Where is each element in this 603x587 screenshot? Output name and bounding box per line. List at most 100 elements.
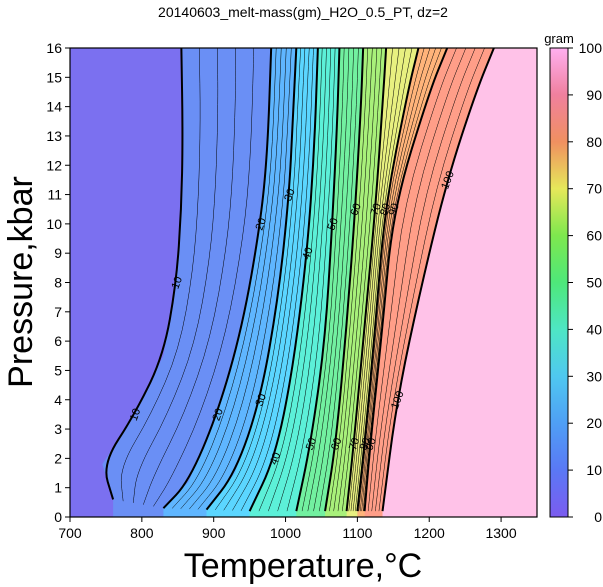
melt-band [357,48,448,517]
y-tick-label: 10 [46,216,62,232]
melt-band [249,48,340,517]
y-tick-label: 1 [54,480,62,496]
minor-contour [342,48,382,512]
colorbar-tick-label: 80 [586,134,602,150]
minor-contour [371,48,467,512]
melt-band [382,48,537,517]
y-tick-label: 2 [54,450,62,466]
contour-label-text: 40 [268,451,283,467]
colorbar-tick-label: 50 [586,275,602,291]
contour-label-text: 50 [304,436,319,452]
colorbar-tick-label: 60 [586,228,602,244]
contour-label-text: 80 [358,436,373,452]
contour-label-50: 50 [304,436,319,452]
minor-contour [360,48,431,512]
x-tick-label: 1300 [485,525,516,541]
minor-contour [367,48,457,512]
contour-80 [356,48,420,512]
contour-label-10: 10 [170,275,185,291]
minor-contour [301,48,345,512]
contour-label-50: 50 [325,216,340,232]
contour-label-text: 10 [170,275,185,291]
minor-contour [348,48,393,512]
minor-contour [268,48,327,512]
minor-contour [132,48,219,503]
minor-contour [240,48,314,511]
x-tick-label: 900 [202,525,226,541]
x-tick-label: 1000 [270,525,301,541]
colorbar-gradient [549,47,569,518]
colorbar: gram 0 10 20 30 40 50 60 70 80 90 100 [544,31,602,525]
colorbar-tick-label: 90 [586,87,602,103]
contour-label-20: 20 [210,407,225,423]
contour-50 [295,48,341,512]
melt-band [346,48,419,517]
contour-label-text: 20 [210,407,225,423]
minor-contour [286,48,336,512]
y-tick-label: 12 [46,157,62,173]
colorbar-tick-label: 0 [594,509,602,525]
contour-label-60: 60 [348,202,363,218]
melt-band [70,48,183,517]
minor-contour [223,48,306,511]
minor-contour [337,48,378,512]
colorbar-unit: gram [544,31,574,46]
contour-60 [324,48,365,512]
colorbar-ticks: 0 10 20 30 40 50 60 70 80 90 100 [568,40,602,525]
contour-10 [105,48,184,500]
contour-lines [105,48,495,512]
melt-band [206,48,318,517]
y-tick-label: 13 [46,128,62,144]
colorbar-tick-label: 70 [586,181,602,197]
contour-label-90: 90 [364,436,379,452]
y-tick-label: 8 [54,275,62,291]
contour-70 [345,48,388,512]
contour-label-90: 90 [387,202,402,218]
contour-label-text: 70 [347,436,362,452]
minor-contour [354,48,413,512]
y-tick-label: 5 [54,362,62,378]
minor-contour [214,48,301,511]
y-tick-label: 3 [54,421,62,437]
colorbar-tick-label: 40 [586,321,602,337]
x-tick-label: 1100 [342,525,372,541]
contour-labels: 1010202030304040505060607070808090901001… [128,170,457,467]
y-tick-label: 0 [54,509,62,525]
minor-contour [361,48,436,512]
melt-band [102,48,272,517]
contour-label-text: 70 [369,202,384,218]
colorbar-tick-label: 30 [586,368,602,384]
contour-label-text: 90 [387,202,402,218]
minor-contour [319,48,359,512]
contour-label-text: 10 [128,407,143,423]
y-tick-label: 7 [54,304,62,320]
minor-contour [378,48,485,512]
minor-contour [171,48,277,509]
minor-contour [189,48,287,510]
contour-label-30: 30 [282,187,297,203]
contour-label-text: 20 [254,216,269,232]
contour-label-70: 70 [369,202,384,218]
contour-label-60: 60 [329,436,344,452]
contour-label-text: 60 [329,436,344,452]
minor-contour [350,48,400,512]
minor-contour [180,48,282,509]
x-tick-label: 800 [130,525,154,541]
contour-label-80: 80 [378,202,393,218]
minor-contour [197,48,292,510]
y-tick-label: 16 [46,40,62,56]
contour-label-text: 90 [364,436,379,452]
minor-contour [313,48,354,512]
melt-band [163,48,297,517]
contour-label-80: 80 [358,436,373,452]
contour-20 [162,48,273,509]
contour-label-40: 40 [300,246,315,262]
x-axis-ticks: 700 800 900 1000 1100 1200 1300 [58,517,517,541]
x-tick-label: 700 [58,525,82,541]
minor-contour [307,48,350,512]
minor-contour [375,48,476,512]
contour-label-text: 100 [439,170,457,191]
contour-label-text: 40 [300,246,315,262]
minor-contour [352,48,406,512]
